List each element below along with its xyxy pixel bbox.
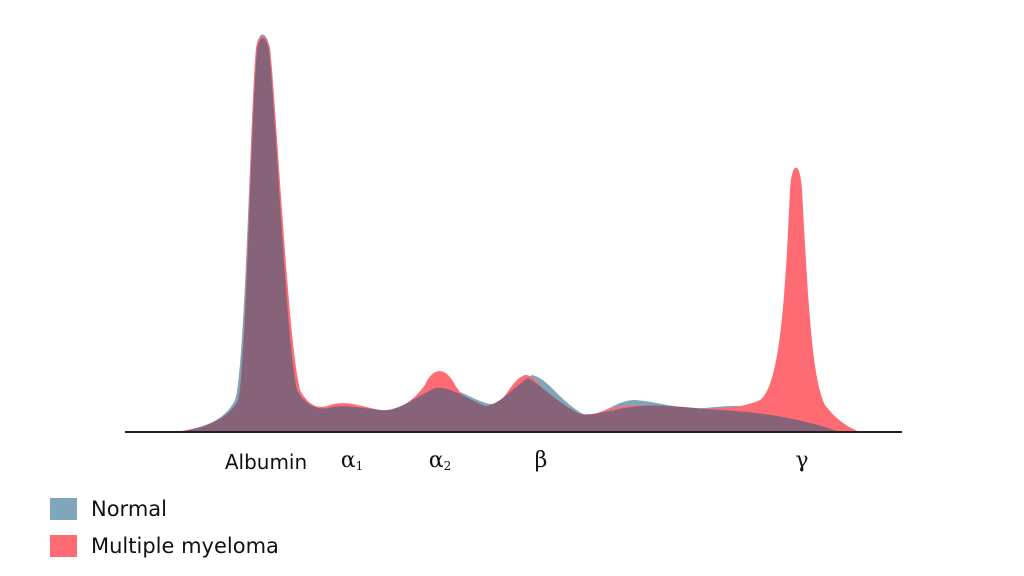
x-label-beta: β <box>534 448 548 473</box>
legend-swatch-normal <box>50 497 77 520</box>
alpha2-subscript: 2 <box>443 459 452 473</box>
legend: Normal Multiple myeloma <box>50 490 279 564</box>
legend-label-normal: Normal <box>91 496 167 521</box>
legend-item-myeloma: Multiple myeloma <box>50 527 279 564</box>
legend-swatch-myeloma <box>50 534 77 557</box>
x-label-alpha1: α1 <box>341 448 364 473</box>
legend-item-normal: Normal <box>50 490 279 527</box>
legend-label-myeloma: Multiple myeloma <box>91 533 279 558</box>
x-label-gamma: γ <box>795 448 809 473</box>
alpha-symbol: α <box>340 448 356 473</box>
x-label-albumin: Albumin <box>224 450 308 474</box>
alpha1-subscript: 1 <box>355 459 364 473</box>
x-label-alpha2: α2 <box>429 448 452 473</box>
overlap-area <box>178 38 840 432</box>
alpha-symbol: α <box>428 448 444 473</box>
